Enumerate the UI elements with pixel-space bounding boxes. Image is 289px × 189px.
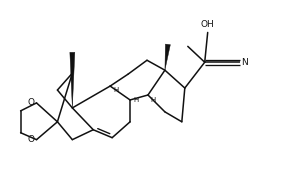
Polygon shape [165, 44, 170, 70]
Text: O: O [27, 135, 34, 144]
Text: OH: OH [201, 20, 214, 29]
Text: H: H [113, 87, 118, 93]
Text: N: N [242, 58, 248, 67]
Text: O: O [27, 98, 34, 107]
Text: H: H [133, 97, 138, 103]
Polygon shape [70, 52, 75, 108]
Text: H: H [150, 97, 155, 103]
